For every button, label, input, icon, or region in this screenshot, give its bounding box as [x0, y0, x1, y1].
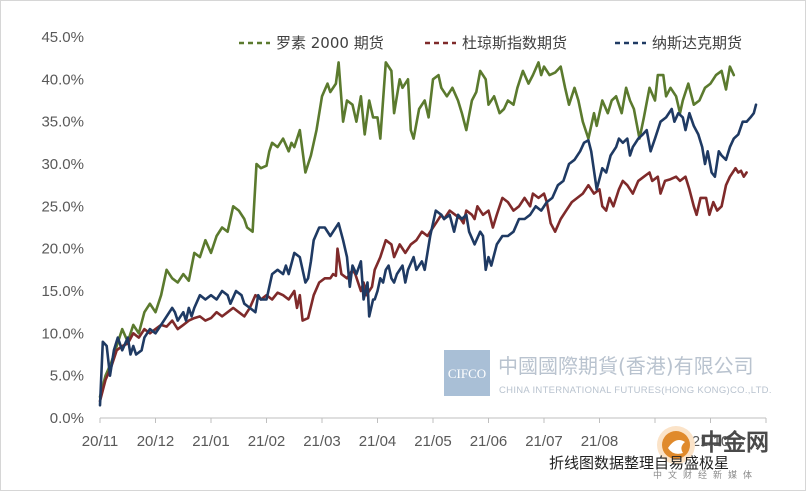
series-line-3	[98, 103, 758, 407]
y-tick-label: 10.0%	[41, 325, 84, 342]
site-logo-name: 中金网	[700, 429, 769, 456]
x-tick-label: 21/04	[359, 433, 397, 450]
site-logo-tagline: 中文财经新媒体	[653, 469, 758, 481]
zhongjin-logo-icon	[657, 426, 695, 464]
x-tick-label: 21/02	[248, 433, 286, 450]
y-tick-label: 40.0%	[41, 71, 84, 88]
legend-label: 纳斯达克期货	[652, 34, 742, 52]
x-tick-label: 21/10	[692, 433, 730, 450]
legend-label: 罗素 2000 期货	[276, 34, 384, 52]
cifco-logo-box	[444, 350, 490, 396]
y-tick-label: 25.0%	[41, 198, 84, 215]
x-tick-label: 21/01	[192, 433, 230, 450]
x-tick-label: 21/06	[470, 433, 508, 450]
x-tick-label: 21/03	[303, 433, 341, 450]
site-logo: 中金网 中文财经新媒体	[653, 426, 769, 481]
x-tick-label: 21/08	[581, 433, 619, 450]
y-tick-label: 35.0%	[41, 114, 84, 131]
legend-label: 杜琼斯指数期货	[462, 34, 567, 52]
watermark-company-en: CHINA INTERNATIONAL FUTURES(HONG KONG)CO…	[499, 385, 772, 396]
x-axis-tick-labels: 20/11 20/12 21/01 21/02 21/03 21/04 21/05 21/06…	[82, 433, 729, 450]
y-tick-label: 20.0%	[41, 241, 84, 258]
y-tick-label: 0.0%	[50, 410, 84, 427]
y-tick-label: 45.0%	[41, 29, 84, 46]
x-tick-label: 21/07	[525, 433, 563, 450]
x-axis	[99, 417, 767, 423]
x-tick-label: 21/05	[414, 433, 452, 450]
y-tick-label: 5.0%	[50, 368, 84, 385]
cifco-watermark: CIFCO 中國國際期貨(香港)有限公司 CHINA INTERNATIONAL…	[444, 350, 772, 396]
watermark-company-cn: 中國國際期貨(香港)有限公司	[498, 354, 754, 378]
chart-caption: 折线图数据整理自易盛极星	[549, 454, 729, 472]
y-axis-ticks: 0.0% 5.0% 10.0% 15.0% 20.0% 25.0% 30.0% 35.0% 40…	[41, 29, 84, 427]
y-tick-label: 15.0%	[41, 283, 84, 300]
cifco-logo-text: CIFCO	[448, 366, 486, 381]
x-tick-label: 20/11	[82, 433, 118, 450]
series-lines	[98, 61, 758, 407]
legend: 罗素 2000 期货 杜琼斯指数期货 纳斯达克期货	[239, 34, 742, 52]
x-tick-label: 20/12	[137, 433, 175, 450]
series-line-1	[98, 61, 736, 399]
y-tick-label: 30.0%	[41, 156, 84, 173]
